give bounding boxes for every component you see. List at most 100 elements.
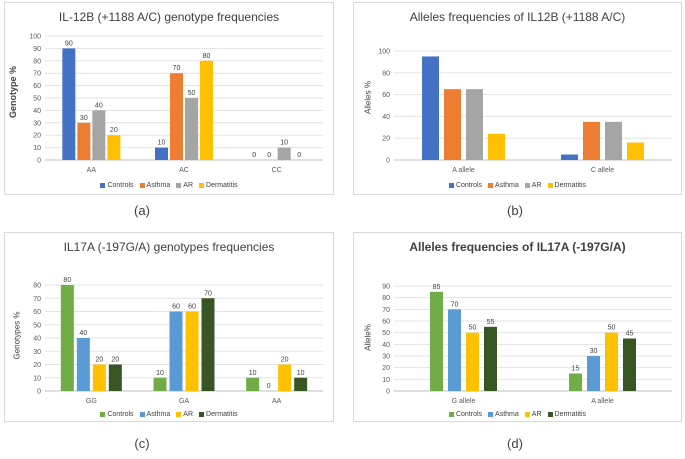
chart-title: IL-12B (+1188 A/C) genotype frequencies bbox=[58, 10, 280, 24]
chart-panel-b: Alleles frequencies of IL12B (+1188 A/C)… bbox=[353, 2, 682, 195]
y-tick-label: 80 bbox=[382, 295, 390, 302]
legend-label: Dermatitis bbox=[206, 411, 238, 418]
chart-title: Alleles frequencies of IL12B (+1188 A/C) bbox=[409, 10, 626, 24]
legend-label: Asthma bbox=[146, 411, 171, 418]
legend-swatch bbox=[139, 182, 145, 188]
data-label: 10 bbox=[280, 140, 288, 147]
x-tick-label: C allele bbox=[591, 167, 614, 174]
legend-swatch bbox=[547, 411, 553, 417]
legend-swatch bbox=[176, 411, 182, 417]
data-label: 20 bbox=[281, 357, 289, 364]
data-label: 55 bbox=[487, 319, 495, 326]
chart-title: IL17A (-197G/A) genotypes frequencies bbox=[63, 240, 275, 254]
legend-swatch bbox=[100, 182, 106, 188]
bar-controls-a-allele bbox=[422, 56, 439, 161]
caption-d: (d) bbox=[507, 436, 523, 451]
bar-controls-gg bbox=[60, 285, 74, 391]
y-tick-label: 80 bbox=[382, 70, 390, 77]
data-label: 10 bbox=[156, 370, 164, 377]
chart-svg: 0 20 40 60 80 100 A allele C allele bbox=[378, 49, 672, 174]
data-label: 10 bbox=[297, 370, 305, 377]
x-tick-label: A allele bbox=[591, 398, 614, 405]
bar-asthma-ac bbox=[170, 73, 183, 160]
legend-swatch bbox=[488, 411, 494, 417]
y-tick-label: 10 bbox=[382, 377, 390, 384]
data-label: 20 bbox=[110, 127, 118, 134]
bar-dermatitis-gg bbox=[108, 364, 122, 391]
bar-dermatitis-c-allele bbox=[627, 142, 644, 160]
y-tick-label: 20 bbox=[33, 133, 41, 140]
legend-swatch bbox=[524, 182, 530, 188]
bar-asthma-gg bbox=[76, 338, 90, 391]
legend-swatch bbox=[524, 411, 530, 417]
y-tick-label: 60 bbox=[382, 92, 390, 99]
data-label: 50 bbox=[469, 325, 477, 332]
data-label: 60 bbox=[172, 304, 180, 311]
data-label: 80 bbox=[203, 53, 211, 60]
data-label: 90 bbox=[65, 40, 73, 47]
chart-panel-a: IL-12B (+1188 A/C) genotype frequencies … bbox=[4, 2, 334, 195]
legend-swatch bbox=[547, 182, 553, 188]
y-tick-label: 0 bbox=[37, 389, 41, 396]
bar-dermatitis-ac bbox=[200, 60, 213, 160]
legend-swatch bbox=[488, 182, 494, 188]
data-label: 10 bbox=[158, 140, 166, 147]
chart-legend: Controls Asthma AR Dermatitis bbox=[354, 411, 681, 418]
y-tick-label: 60 bbox=[33, 83, 41, 90]
caption-a: (a) bbox=[134, 203, 150, 218]
caption-c: (c) bbox=[134, 436, 150, 451]
data-label: 20 bbox=[95, 357, 103, 364]
x-tick-label: AA bbox=[272, 398, 282, 405]
bar-controls-g-allele bbox=[430, 291, 443, 391]
legend-swatch bbox=[139, 411, 145, 417]
legend-label: Controls bbox=[107, 411, 134, 418]
bar-ar-cc bbox=[277, 147, 291, 160]
bar-asthma-ga bbox=[169, 311, 183, 391]
legend-swatch bbox=[448, 411, 454, 417]
data-label: 30 bbox=[80, 115, 88, 122]
data-label: 20 bbox=[111, 357, 119, 364]
legend-label: Asthma bbox=[495, 411, 519, 418]
data-label: 70 bbox=[204, 290, 212, 297]
chart-panel-c: IL17A (-197G/A) genotypes frequencies Ge… bbox=[4, 232, 334, 422]
x-tick-label: AC bbox=[179, 167, 189, 174]
chart-legend: Controls Asthma AR Dermatitis bbox=[354, 182, 681, 189]
data-label: 85 bbox=[433, 284, 441, 291]
bar-ar-ga bbox=[185, 311, 199, 391]
legend-label: Asthma bbox=[495, 182, 519, 189]
y-tick-label: 40 bbox=[382, 342, 390, 349]
legend-item-dermatitis: Dermatitis bbox=[199, 411, 238, 418]
bar-ar-a-allele bbox=[466, 89, 483, 160]
data-label: 40 bbox=[95, 102, 103, 109]
bar-asthma-a-allele bbox=[444, 89, 461, 160]
bar-asthma-a-allele bbox=[587, 356, 600, 391]
bar-ar-g-allele bbox=[466, 332, 479, 391]
x-tick-label: CC bbox=[272, 167, 282, 174]
legend-label: Controls bbox=[455, 182, 483, 189]
x-tick-label: A allele bbox=[452, 167, 475, 174]
chart-title: Alleles frequencies of IL17A (-197G/A) bbox=[409, 240, 626, 254]
bar-controls-a-allele bbox=[569, 373, 582, 391]
y-tick-label: 100 bbox=[378, 49, 390, 56]
legend-item-controls: Controls bbox=[448, 411, 482, 418]
y-tick-label: 90 bbox=[33, 46, 41, 53]
legend-item-ar: AR bbox=[176, 411, 193, 418]
bar-ar-a-allele bbox=[605, 332, 618, 391]
chart-legend: Controls Asthma AR Dermatitis bbox=[5, 411, 333, 418]
x-tick-label: AA bbox=[87, 167, 97, 174]
legend-item-dermatitis: Dermatitis bbox=[547, 411, 587, 418]
legend-label: Dermatitis bbox=[206, 182, 238, 189]
data-label: 80 bbox=[63, 277, 71, 284]
data-label: 0 bbox=[252, 152, 256, 159]
y-tick-label: 70 bbox=[33, 71, 41, 78]
legend-label: Dermatitis bbox=[554, 411, 587, 418]
data-label: 40 bbox=[79, 330, 87, 337]
data-label: 0 bbox=[267, 383, 271, 390]
legend-label: AR bbox=[531, 182, 542, 189]
caption-b: (b) bbox=[507, 203, 523, 218]
bar-dermatitis-a-allele bbox=[623, 338, 636, 391]
legend-label: Controls bbox=[107, 182, 134, 189]
bar-asthma-g-allele bbox=[448, 309, 461, 391]
y-tick-label: 30 bbox=[382, 354, 390, 361]
x-tick-label: G allele bbox=[452, 398, 476, 405]
